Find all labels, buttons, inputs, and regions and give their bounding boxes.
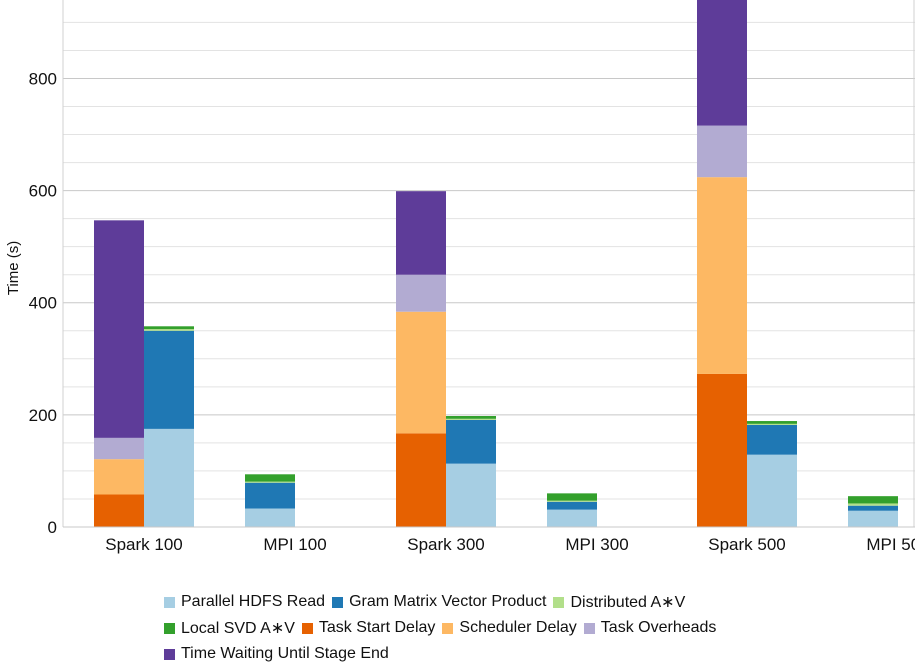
y-tick-label: 800 xyxy=(29,69,57,88)
bar-segment-local_svd_av xyxy=(547,493,597,501)
legend-item: Gram Matrix Vector Product xyxy=(332,593,546,611)
bar-segment-gram_matrix_vector_product xyxy=(446,419,496,464)
y-tick-label: 0 xyxy=(48,518,57,537)
bar-segment-parallel_hdfs_read xyxy=(144,428,194,527)
x-tick-label: MPI 300 xyxy=(565,535,628,554)
legend-label: Task Start Delay xyxy=(318,619,436,636)
x-tick-label: MPI 500 xyxy=(866,535,915,554)
bar-segment-distributed_av xyxy=(446,418,496,420)
bar-segment-parallel_hdfs_read xyxy=(848,510,898,527)
bar-segment-distributed_av xyxy=(848,503,898,506)
legend-swatch xyxy=(583,622,595,634)
y-tick-label: 400 xyxy=(29,294,57,313)
bar-segment-gram_matrix_vector_product xyxy=(747,424,797,455)
bars xyxy=(94,0,898,527)
legend-label: Time Waiting Until Stage End xyxy=(181,645,389,662)
bar-segment-parallel_hdfs_read xyxy=(245,508,295,527)
legend-swatch xyxy=(164,648,175,660)
x-tick-label: Spark 300 xyxy=(407,535,485,554)
bar-segment-task_overheads xyxy=(94,437,144,460)
legend-swatch xyxy=(442,622,454,634)
bar-segment-local_svd_av xyxy=(245,474,295,482)
legend-swatch xyxy=(301,622,313,634)
legend-item: Local SVD A∗V xyxy=(164,618,295,638)
legend-item: Task Start Delay xyxy=(301,619,436,637)
legend-swatch xyxy=(164,596,175,608)
bar-segment-gram_matrix_vector_product xyxy=(245,482,295,509)
legend-swatch xyxy=(553,596,565,608)
bar-segment-local_svd_av xyxy=(144,326,194,330)
legend-item: Parallel HDFS Read xyxy=(164,593,325,611)
legend-label: Scheduler Delay xyxy=(459,619,577,636)
bar-segment-parallel_hdfs_read xyxy=(747,454,797,527)
bar-segment-gram_matrix_vector_product xyxy=(848,505,898,511)
bar-segment-distributed_av xyxy=(547,500,597,502)
legend-swatch xyxy=(332,596,344,608)
bar-segment-time_waiting xyxy=(94,220,144,438)
bar-segment-local_svd_av xyxy=(848,496,898,504)
legend-item: Distributed A∗V xyxy=(553,592,685,612)
bar-segment-gram_matrix_vector_product xyxy=(547,501,597,510)
legend-label: Distributed A∗V xyxy=(570,594,686,611)
grid-lines xyxy=(63,21,915,528)
legend-label: Task Overheads xyxy=(600,619,717,636)
x-tick-label: MPI 100 xyxy=(263,535,326,554)
legend-row: Parallel HDFS Read Gram Matrix Vector Pro… xyxy=(164,589,844,615)
x-tick-label: Spark 100 xyxy=(105,535,183,554)
legend-item: Time Waiting Until Stage End xyxy=(164,645,389,663)
bar-segment-time_waiting xyxy=(396,191,446,275)
bar-segment-local_svd_av xyxy=(747,421,797,424)
bar-segment-gram_matrix_vector_product xyxy=(144,330,194,429)
legend-swatch xyxy=(164,622,175,634)
legend-row: Local SVD A∗V Task Start Delay Scheduler D… xyxy=(164,615,844,641)
bar-segment-scheduler_delay xyxy=(94,459,144,495)
legend-item: Task Overheads xyxy=(583,619,717,637)
legend-label: Gram Matrix Vector Product xyxy=(349,593,547,610)
y-tick-label: 200 xyxy=(29,406,57,425)
bar-segment-time_waiting xyxy=(697,0,747,126)
legend-label: Parallel HDFS Read xyxy=(181,593,326,610)
axes: 0 200 400 600 800 Spark 100 MPI 100 Spark 300 MP… xyxy=(29,0,915,554)
bar-segment-distributed_av xyxy=(747,423,797,425)
bar-segment-parallel_hdfs_read xyxy=(547,509,597,527)
bar-segment-task_start_delay xyxy=(94,494,144,527)
bar-segment-scheduler_delay xyxy=(697,177,747,374)
stacked-bar-chart: 0 200 400 600 800 Spark 100 MPI 100 Spark 300 MP… xyxy=(5,0,915,554)
legend-row: Time Waiting Until Stage End xyxy=(164,641,844,667)
bar-segment-task_start_delay xyxy=(396,433,446,527)
legend: Parallel HDFS Read Gram Matrix Vector Pro… xyxy=(164,589,844,667)
x-tick-label: Spark 500 xyxy=(708,535,786,554)
y-axis-title: Time (s) xyxy=(5,241,22,295)
bar-segment-local_svd_av xyxy=(446,415,496,419)
y-tick-label: 600 xyxy=(29,182,57,201)
bar-segment-distributed_av xyxy=(144,329,194,331)
bar-segment-task_start_delay xyxy=(697,373,747,527)
bar-segment-scheduler_delay xyxy=(396,311,446,434)
bar-segment-parallel_hdfs_read xyxy=(446,463,496,527)
bar-segment-task_overheads xyxy=(396,274,446,312)
bar-segment-distributed_av xyxy=(245,481,295,483)
legend-item: Scheduler Delay xyxy=(442,619,577,637)
legend-label: Local SVD A∗V xyxy=(181,620,295,637)
bar-segment-task_overheads xyxy=(697,125,747,178)
